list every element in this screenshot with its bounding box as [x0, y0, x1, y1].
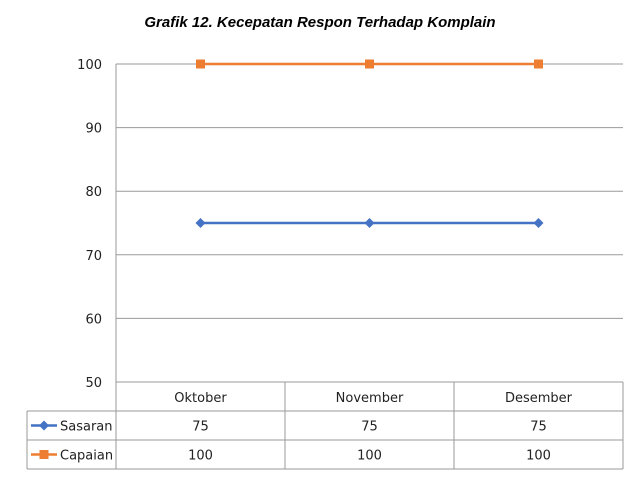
data-label: 75 — [192, 420, 209, 435]
data-point — [534, 59, 543, 69]
y-tick-label: 50 — [85, 376, 102, 391]
x-tick-label: Desember — [505, 391, 573, 406]
data-label: 100 — [188, 449, 213, 464]
y-tick-label: 80 — [85, 185, 102, 200]
series-name: Sasaran — [60, 420, 113, 435]
chart-title: Grafik 12. Kecepatan Respon Terhadap Kom… — [144, 14, 496, 31]
x-tick-label: Oktober — [174, 391, 227, 406]
data-label: 100 — [357, 449, 382, 464]
data-point — [365, 59, 374, 69]
series-lines — [195, 59, 544, 228]
data-label: 75 — [530, 420, 547, 435]
data-label: 100 — [526, 449, 551, 464]
series-name: Capaian — [60, 449, 113, 464]
legend-key-marker — [39, 420, 49, 431]
data-table: Oktober November Desember Sasaran 75 75 75 Capa… — [26, 381, 624, 470]
x-tick-label: November — [336, 391, 404, 406]
data-label: 75 — [361, 420, 378, 435]
data-point — [533, 218, 544, 228]
legend-key-marker — [39, 450, 49, 459]
y-tick-label: 100 — [77, 58, 102, 73]
y-axis: 50 60 70 80 90 100 — [77, 58, 117, 391]
data-point — [195, 218, 206, 228]
y-tick-label: 70 — [85, 249, 102, 264]
data-point — [196, 59, 205, 69]
y-tick-label: 90 — [85, 122, 102, 137]
y-tick-label: 60 — [85, 312, 102, 327]
data-point — [364, 218, 375, 228]
